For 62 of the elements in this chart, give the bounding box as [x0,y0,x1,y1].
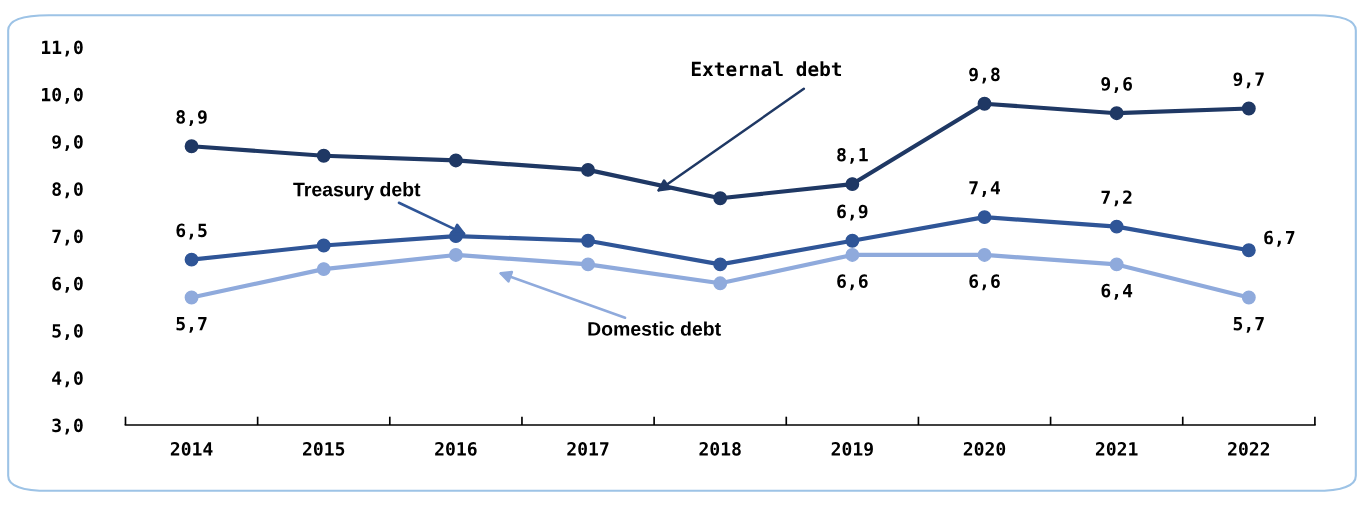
point [713,276,728,291]
point [1109,257,1124,272]
x-tick-label: 2015 [303,442,345,456]
y-tick-label: 7,0 [52,229,83,246]
series-label: Domestic debt [588,321,721,336]
text: External debt [691,61,842,77]
series-label: Treasury debt [293,182,421,201]
point [1241,290,1256,305]
data-label: 6,5 [176,223,207,240]
y-tick-label: 10,0 [42,87,83,104]
point [977,96,992,111]
data-label: 5,7 [176,317,207,333]
y-tick-label: 9,0 [52,135,83,151]
point [581,162,595,177]
data-label: 6,6 [969,274,1000,291]
point [1241,243,1256,258]
x-tick-label: 2017 [567,442,609,456]
y-tick-label: 8,0 [52,182,83,199]
data-label: 8,9 [176,110,207,127]
data-label: 7,4 [969,181,1000,197]
y-tick-label: 4,0 [52,371,83,388]
x-tick-label: 2019 [831,442,873,456]
data-label: 5,7 [1233,317,1264,333]
point [448,248,463,262]
point [845,233,860,248]
point [713,191,728,206]
x-tick-label: 2021 [1095,442,1138,456]
y-tick-label: 5,0 [52,324,83,340]
y-tick-label: 11,0 [42,40,83,57]
point [845,248,860,262]
point [316,262,331,277]
data-label: 9,7 [1233,72,1264,89]
data-label: 7,2 [1101,190,1132,207]
point [316,148,331,163]
point [581,257,595,272]
data-label: 9,6 [1101,77,1132,93]
x-tick-label: 2018 [699,442,741,456]
data-label: 6,7 [1264,230,1295,247]
point [1241,101,1256,116]
point [316,238,331,253]
point [581,233,595,248]
x-tick-label: 2014 [170,442,213,456]
point [184,252,199,267]
data-label: 9,8 [969,67,1000,84]
point [184,139,199,154]
point [977,210,992,225]
x-tick-label: 2022 [1228,442,1270,456]
x-tick-label: 2020 [963,442,1006,456]
point [977,248,992,262]
point [184,290,199,305]
y-tick-label: 3,0 [52,418,83,435]
data-label: 8,1 [837,147,868,164]
y-tick-label: 6,0 [52,276,83,293]
point [1109,219,1124,234]
point [845,177,860,192]
point [448,153,463,168]
point [1109,106,1124,121]
data-label: 6,9 [837,204,868,221]
data-label: 6,4 [1101,283,1133,300]
data-label: 6,6 [837,274,868,291]
point [713,257,728,272]
x-tick-label: 2016 [435,442,477,456]
